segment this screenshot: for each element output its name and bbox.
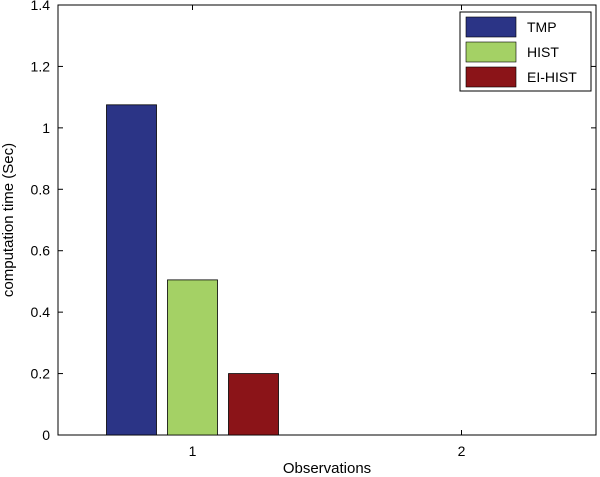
- y-tick-label: 0.4: [31, 304, 51, 320]
- y-tick-label: 1: [42, 120, 50, 136]
- x-axis-label: Observations: [283, 460, 371, 477]
- x-tick-label: 2: [458, 443, 466, 459]
- y-tick-label: 1.4: [31, 0, 51, 13]
- bar-tmp-1: [106, 104, 157, 436]
- bar-hist-1: [167, 279, 218, 436]
- y-axis-label: computation time (Sec): [0, 143, 17, 297]
- y-tick-label: 1.2: [31, 58, 51, 74]
- legend-swatch: [465, 16, 517, 38]
- x-tick-label: 1: [189, 443, 197, 459]
- legend: TMP HIST EI-HIST: [459, 11, 592, 92]
- y-tick-label: 0: [42, 427, 50, 443]
- y-axis: 0 0.2 0.4 0.6 0.8 1 1.2 1.4: [31, 0, 596, 443]
- legend-label: TMP: [527, 19, 557, 35]
- y-tick-label: 0.8: [31, 181, 51, 197]
- bar-ei-hist-1: [228, 373, 279, 436]
- legend-label: EI-HIST: [527, 69, 577, 85]
- legend-swatch: [465, 66, 517, 88]
- legend-label: HIST: [527, 44, 559, 60]
- y-tick-label: 0.2: [31, 366, 51, 382]
- legend-swatch: [465, 41, 517, 63]
- bar-group: [106, 104, 279, 436]
- y-tick-label: 0.6: [31, 243, 51, 259]
